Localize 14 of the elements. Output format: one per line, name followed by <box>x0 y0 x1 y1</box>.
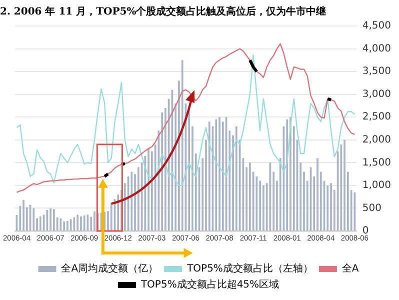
y-tick-label: 500 <box>362 202 382 214</box>
y-tick-label: 4,000 <box>362 43 392 54</box>
y-tick-label: 4,500 <box>362 20 392 32</box>
y-tick-label: 3,500 <box>362 66 392 78</box>
y-tick-label: 2,500 <box>362 112 392 123</box>
y-tick-label: 3,000 <box>362 88 392 100</box>
legend-label: TOP5%成交额占比超45%区域 <box>140 278 280 291</box>
y-tick-label: 2,000 <box>362 134 392 146</box>
y-tick-label: 1,500 <box>362 157 392 168</box>
chart-title: 2. 2006 年 11 月，TOP5%个股成交额占比触及高位后，仅为牛市中继 <box>0 6 326 18</box>
legend-label: 全A周均成交额（亿） <box>61 262 158 275</box>
legend-label: 全A <box>342 262 359 275</box>
y-tick-label: 1,000 <box>362 180 392 192</box>
legend-label: TOP5%成交额占比（左轴） <box>186 262 313 275</box>
